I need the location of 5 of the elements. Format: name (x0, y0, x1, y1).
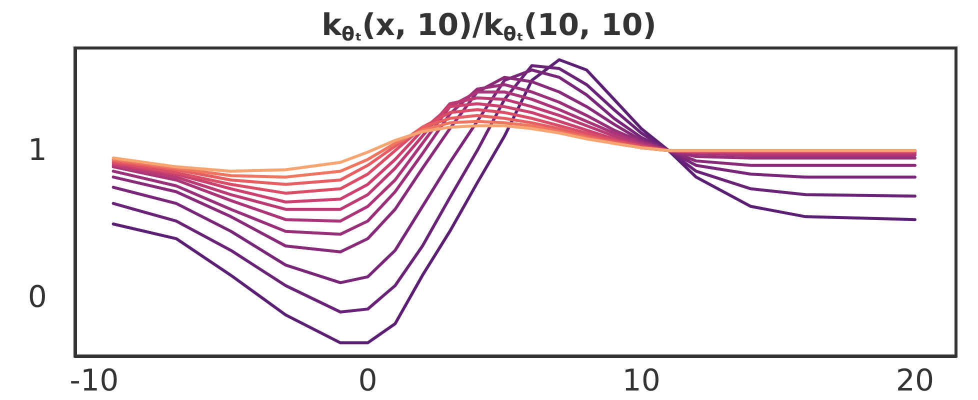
y-tick-label: 1 (28, 133, 47, 168)
x-tick-label: -10 (70, 364, 119, 398)
x-tick-label: 10 (622, 364, 660, 398)
x-tick-label: 0 (358, 364, 378, 398)
x-tick-label: 20 (896, 364, 934, 398)
